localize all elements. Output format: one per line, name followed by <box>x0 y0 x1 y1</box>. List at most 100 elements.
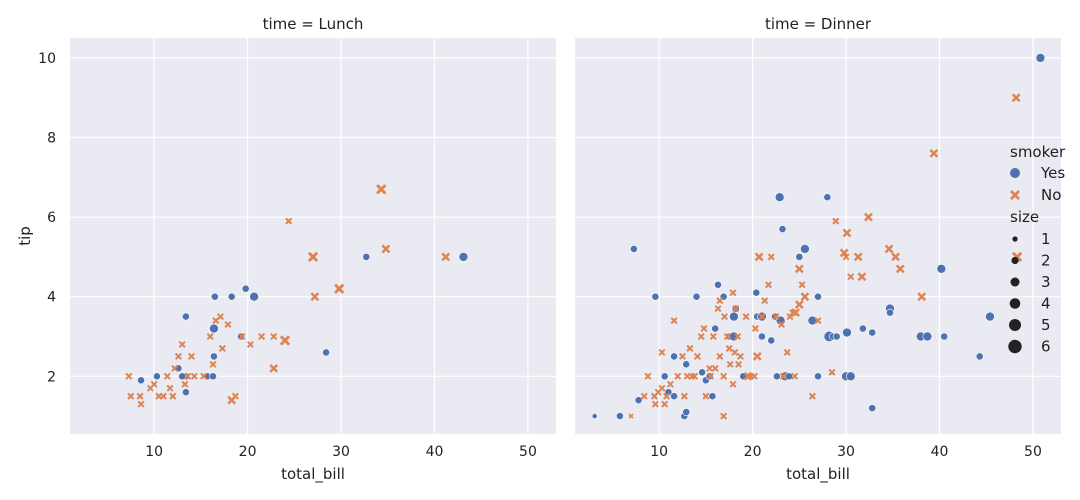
data-point-smoker-no <box>307 251 319 263</box>
data-point-smoker-yes <box>845 371 856 382</box>
x-tick-label: 50 <box>519 444 537 460</box>
data-point-smoker-yes <box>814 372 822 381</box>
data-point-smoker-yes <box>241 284 250 293</box>
data-point-smoker-no <box>178 340 186 348</box>
data-point-smoker-no <box>661 400 669 408</box>
data-point-smoker-no <box>794 264 804 274</box>
data-point-smoker-yes <box>660 372 669 381</box>
panel-lunch-points <box>125 184 469 408</box>
legend-hue-label-yes: Yes <box>1040 164 1065 182</box>
x-tick-label: 30 <box>837 444 855 460</box>
data-point-smoker-no <box>832 217 840 225</box>
panel-dinner-x-axis-label: total_bill <box>786 465 850 484</box>
data-point-smoker-no <box>758 313 766 321</box>
legend-size-label: 5 <box>1041 316 1051 334</box>
data-point-smoker-no <box>663 392 671 400</box>
data-point-smoker-yes <box>322 348 330 357</box>
data-point-smoker-yes <box>729 311 739 322</box>
data-point-smoker-yes <box>458 252 469 262</box>
data-point-smoker-no <box>159 392 167 400</box>
data-point-smoker-no <box>729 289 737 297</box>
data-point-smoker-no <box>723 332 731 341</box>
data-point-smoker-no <box>231 392 239 400</box>
panel-lunch-x-ticks: 10 20 30 40 50 <box>145 444 537 460</box>
data-point-smoker-yes <box>682 408 691 417</box>
data-point-smoker-no <box>693 352 701 360</box>
data-point-smoker-no <box>184 372 192 380</box>
data-point-smoker-no <box>269 363 279 373</box>
data-point-smoker-no <box>742 313 750 321</box>
data-point-smoker-yes <box>670 352 678 361</box>
data-point-smoker-yes <box>615 412 624 420</box>
data-point-smoker-no <box>246 340 254 348</box>
data-point-smoker-yes <box>181 312 190 321</box>
data-point-smoker-no <box>200 372 208 380</box>
data-point-smoker-no <box>127 392 135 400</box>
legend-yes-marker <box>1010 168 1020 178</box>
data-point-smoker-no <box>884 244 894 254</box>
panel-lunch-y-ticks: 2 4 6 8 10 <box>38 51 56 385</box>
data-point-smoker-no <box>181 380 189 388</box>
data-point-smoker-no <box>674 372 682 380</box>
data-point-smoker-no <box>697 332 705 341</box>
legend-size-entries: 1 2 3 4 5 6 <box>1008 230 1051 356</box>
legend-size-label: 3 <box>1041 273 1051 291</box>
data-point-smoker-no <box>794 300 804 310</box>
data-point-smoker-no <box>828 368 836 376</box>
data-point-smoker-yes <box>227 292 236 301</box>
data-point-smoker-no <box>658 348 666 356</box>
panel-dinner-x-ticks: 10 20 30 40 50 <box>650 444 1042 460</box>
x-tick-label: 20 <box>239 444 257 460</box>
data-point-smoker-no <box>171 364 179 372</box>
data-point-smoker-no <box>720 412 728 420</box>
data-point-smoker-no <box>700 325 708 333</box>
data-point-smoker-no <box>857 272 867 282</box>
data-point-smoker-yes <box>651 292 660 301</box>
data-point-smoker-no <box>754 252 764 262</box>
data-point-smoker-no <box>929 149 939 158</box>
panel-lunch-grid <box>70 38 556 434</box>
panel-lunch: 10 20 30 40 50 2 4 6 8 10 time = Lunch total_bil… <box>38 15 556 484</box>
data-point-smoker-yes <box>823 193 832 202</box>
panel-dinner-points <box>591 53 1046 420</box>
data-point-smoker-yes <box>940 332 949 341</box>
data-point-smoker-no <box>628 413 634 419</box>
data-point-smoker-no <box>891 252 900 262</box>
legend-hue-label-no: No <box>1041 186 1061 204</box>
data-point-smoker-no <box>783 348 791 356</box>
y-tick-label: 2 <box>47 369 56 385</box>
data-point-smoker-no <box>853 252 863 262</box>
data-point-smoker-yes <box>711 324 720 333</box>
data-point-smoker-no <box>778 321 786 329</box>
data-point-smoker-yes <box>778 225 787 233</box>
y-axis-label: tip <box>16 226 34 246</box>
legend-size-marker <box>1012 236 1018 242</box>
data-point-smoker-no <box>791 372 799 380</box>
data-point-smoker-yes <box>758 332 766 341</box>
data-point-smoker-no <box>218 344 226 352</box>
data-point-smoker-yes <box>708 392 717 401</box>
data-point-smoker-no <box>726 360 734 368</box>
data-point-smoker-yes <box>664 388 673 397</box>
data-point-smoker-yes <box>249 291 259 302</box>
data-point-smoker-no <box>743 371 753 381</box>
data-point-smoker-yes <box>629 245 638 253</box>
data-point-smoker-no <box>847 273 855 281</box>
x-tick-label: 40 <box>931 444 949 460</box>
data-point-smoker-yes <box>858 324 867 333</box>
data-point-smoker-no <box>686 344 694 352</box>
panel-lunch-title: time = Lunch <box>263 15 364 33</box>
data-point-smoker-no <box>1011 93 1021 103</box>
data-point-smoker-no <box>808 392 816 400</box>
data-point-smoker-yes <box>698 368 707 377</box>
data-point-smoker-no <box>702 392 710 400</box>
data-point-smoker-no <box>720 372 728 380</box>
data-point-smoker-yes <box>842 327 852 338</box>
data-point-smoker-no <box>814 317 822 325</box>
data-point-smoker-yes <box>795 252 804 261</box>
y-tick-label: 6 <box>47 210 56 226</box>
data-point-smoker-no <box>779 372 787 380</box>
data-point-smoker-no <box>137 400 145 408</box>
data-point-smoker-no <box>764 281 772 289</box>
